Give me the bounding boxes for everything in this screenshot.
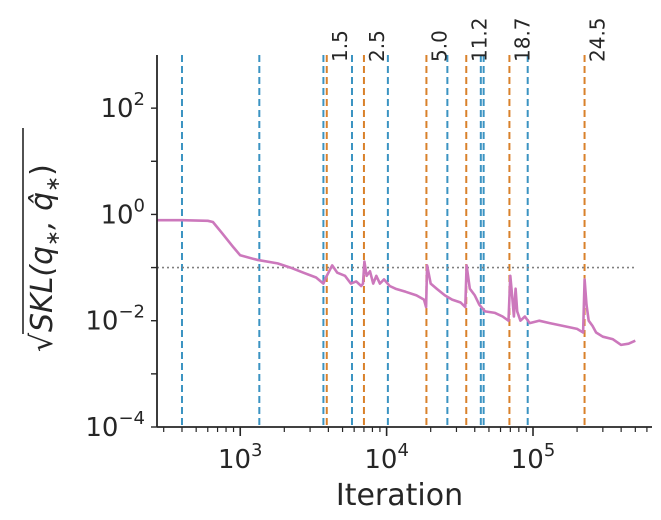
- radical-sign: √: [25, 332, 60, 352]
- y-tick-label: 10−4: [85, 408, 145, 443]
- y-title-expression: SKL(q∗, q̂∗): [25, 164, 64, 332]
- x-axis-ticks: 103 104 105: [163, 427, 648, 475]
- vline-label: 2.5: [365, 30, 389, 62]
- vline-label: 24.5: [586, 17, 610, 62]
- y-tick-label: 100: [100, 195, 145, 230]
- y-tick-label: 10−2: [85, 302, 145, 337]
- x-tick-label: 103: [218, 440, 263, 475]
- series-line: [157, 218, 636, 347]
- y-axis-title: √SKL(q∗, q̂∗): [22, 128, 64, 352]
- vline-label: 5.0: [427, 30, 451, 62]
- y-tick-label: 102: [100, 89, 145, 124]
- vline-label: 11.2: [467, 17, 491, 62]
- x-axis-title: Iteration: [336, 478, 463, 513]
- vline-label: 1.5: [328, 30, 352, 62]
- vline-label: 18.7: [510, 17, 534, 62]
- x-tick-label: 104: [364, 440, 409, 475]
- y-axis-ticks: 10−4 10−2 100 102: [85, 89, 157, 443]
- vline-labels: 1.5 2.5 5.0 11.2 18.7 24.5: [328, 17, 610, 62]
- vertical-lines: [180, 55, 586, 427]
- x-tick-label: 105: [511, 440, 556, 475]
